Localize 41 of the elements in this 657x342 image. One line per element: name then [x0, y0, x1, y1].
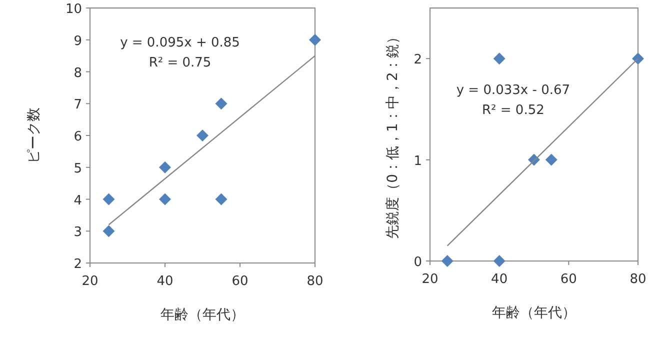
- x-tick-label: 60: [232, 274, 248, 289]
- point: [493, 255, 506, 267]
- y-tick-label: 2: [414, 52, 422, 68]
- point: [159, 193, 171, 206]
- x-tick-label: 20: [422, 272, 438, 287]
- y-tick-label: 2: [74, 257, 82, 272]
- point: [102, 225, 115, 238]
- annotation: R² = 0.52: [482, 103, 544, 118]
- x-tick-label: 60: [560, 272, 577, 287]
- annotation: y = 0.033x - 0.67: [456, 83, 570, 98]
- point: [196, 130, 208, 142]
- y-axis-title: ピーク数: [26, 108, 42, 164]
- annotation: y = 0.095x + 0.85: [120, 35, 240, 50]
- point: [493, 52, 506, 65]
- y-tick-label: 4: [74, 193, 82, 208]
- x-axis-title: 年齢（年代）: [492, 305, 576, 321]
- y-tick-label: 8: [74, 66, 82, 81]
- y-tick-label: 10: [65, 2, 82, 17]
- annotation: R² = 0.75: [148, 55, 212, 70]
- point: [215, 98, 228, 110]
- x-tick-label: 40: [156, 274, 174, 289]
- y-tick-label: 7: [74, 98, 82, 113]
- y-tick-label: 3: [74, 225, 82, 240]
- point: [441, 255, 454, 267]
- point: [102, 193, 115, 206]
- x-tick-label: 20: [82, 274, 98, 289]
- y-tick-label: 1: [414, 154, 422, 169]
- point: [159, 161, 171, 174]
- y-tick-label: 0: [414, 255, 422, 270]
- x-tick-label: 80: [630, 272, 646, 287]
- y-axis-title: 先鋭度（0：低，1：中，2：鋭）: [385, 30, 401, 239]
- x-axis-title: 年齢（年代）: [160, 307, 244, 323]
- x-tick-label: 80: [306, 274, 324, 289]
- y-tick-label: 6: [74, 130, 82, 144]
- point: [309, 34, 321, 46]
- y-tick-label: 9: [74, 34, 82, 49]
- point: [215, 193, 228, 206]
- y-tick-label: 5: [74, 161, 82, 176]
- point: [545, 154, 558, 166]
- x-tick-label: 40: [491, 272, 508, 287]
- point: [632, 52, 644, 65]
